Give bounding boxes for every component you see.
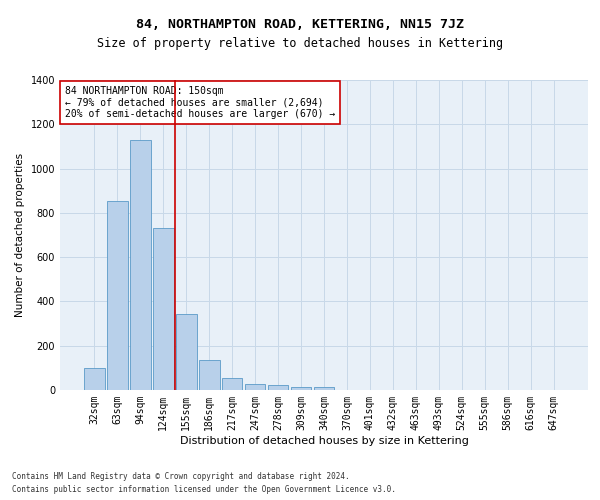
Y-axis label: Number of detached properties: Number of detached properties [15,153,25,317]
Bar [314,388,334,390]
Text: Contains public sector information licensed under the Open Government Licence v3: Contains public sector information licen… [12,485,396,494]
Text: 84, NORTHAMPTON ROAD, KETTERING, NN15 7JZ: 84, NORTHAMPTON ROAD, KETTERING, NN15 7J… [136,18,464,30]
Text: Contains HM Land Registry data © Crown copyright and database right 2024.: Contains HM Land Registry data © Crown c… [12,472,350,481]
Bar [130,140,151,390]
X-axis label: Distribution of detached houses by size in Kettering: Distribution of detached houses by size … [179,436,469,446]
Bar [153,228,173,390]
Bar [290,386,311,390]
Bar [268,385,289,390]
Bar [245,384,265,390]
Bar [84,368,104,390]
Bar [176,314,197,390]
Bar [199,360,220,390]
Text: Size of property relative to detached houses in Kettering: Size of property relative to detached ho… [97,38,503,51]
Bar [107,200,128,390]
Bar [222,378,242,390]
Text: 84 NORTHAMPTON ROAD: 150sqm
← 79% of detached houses are smaller (2,694)
20% of : 84 NORTHAMPTON ROAD: 150sqm ← 79% of det… [65,86,335,120]
